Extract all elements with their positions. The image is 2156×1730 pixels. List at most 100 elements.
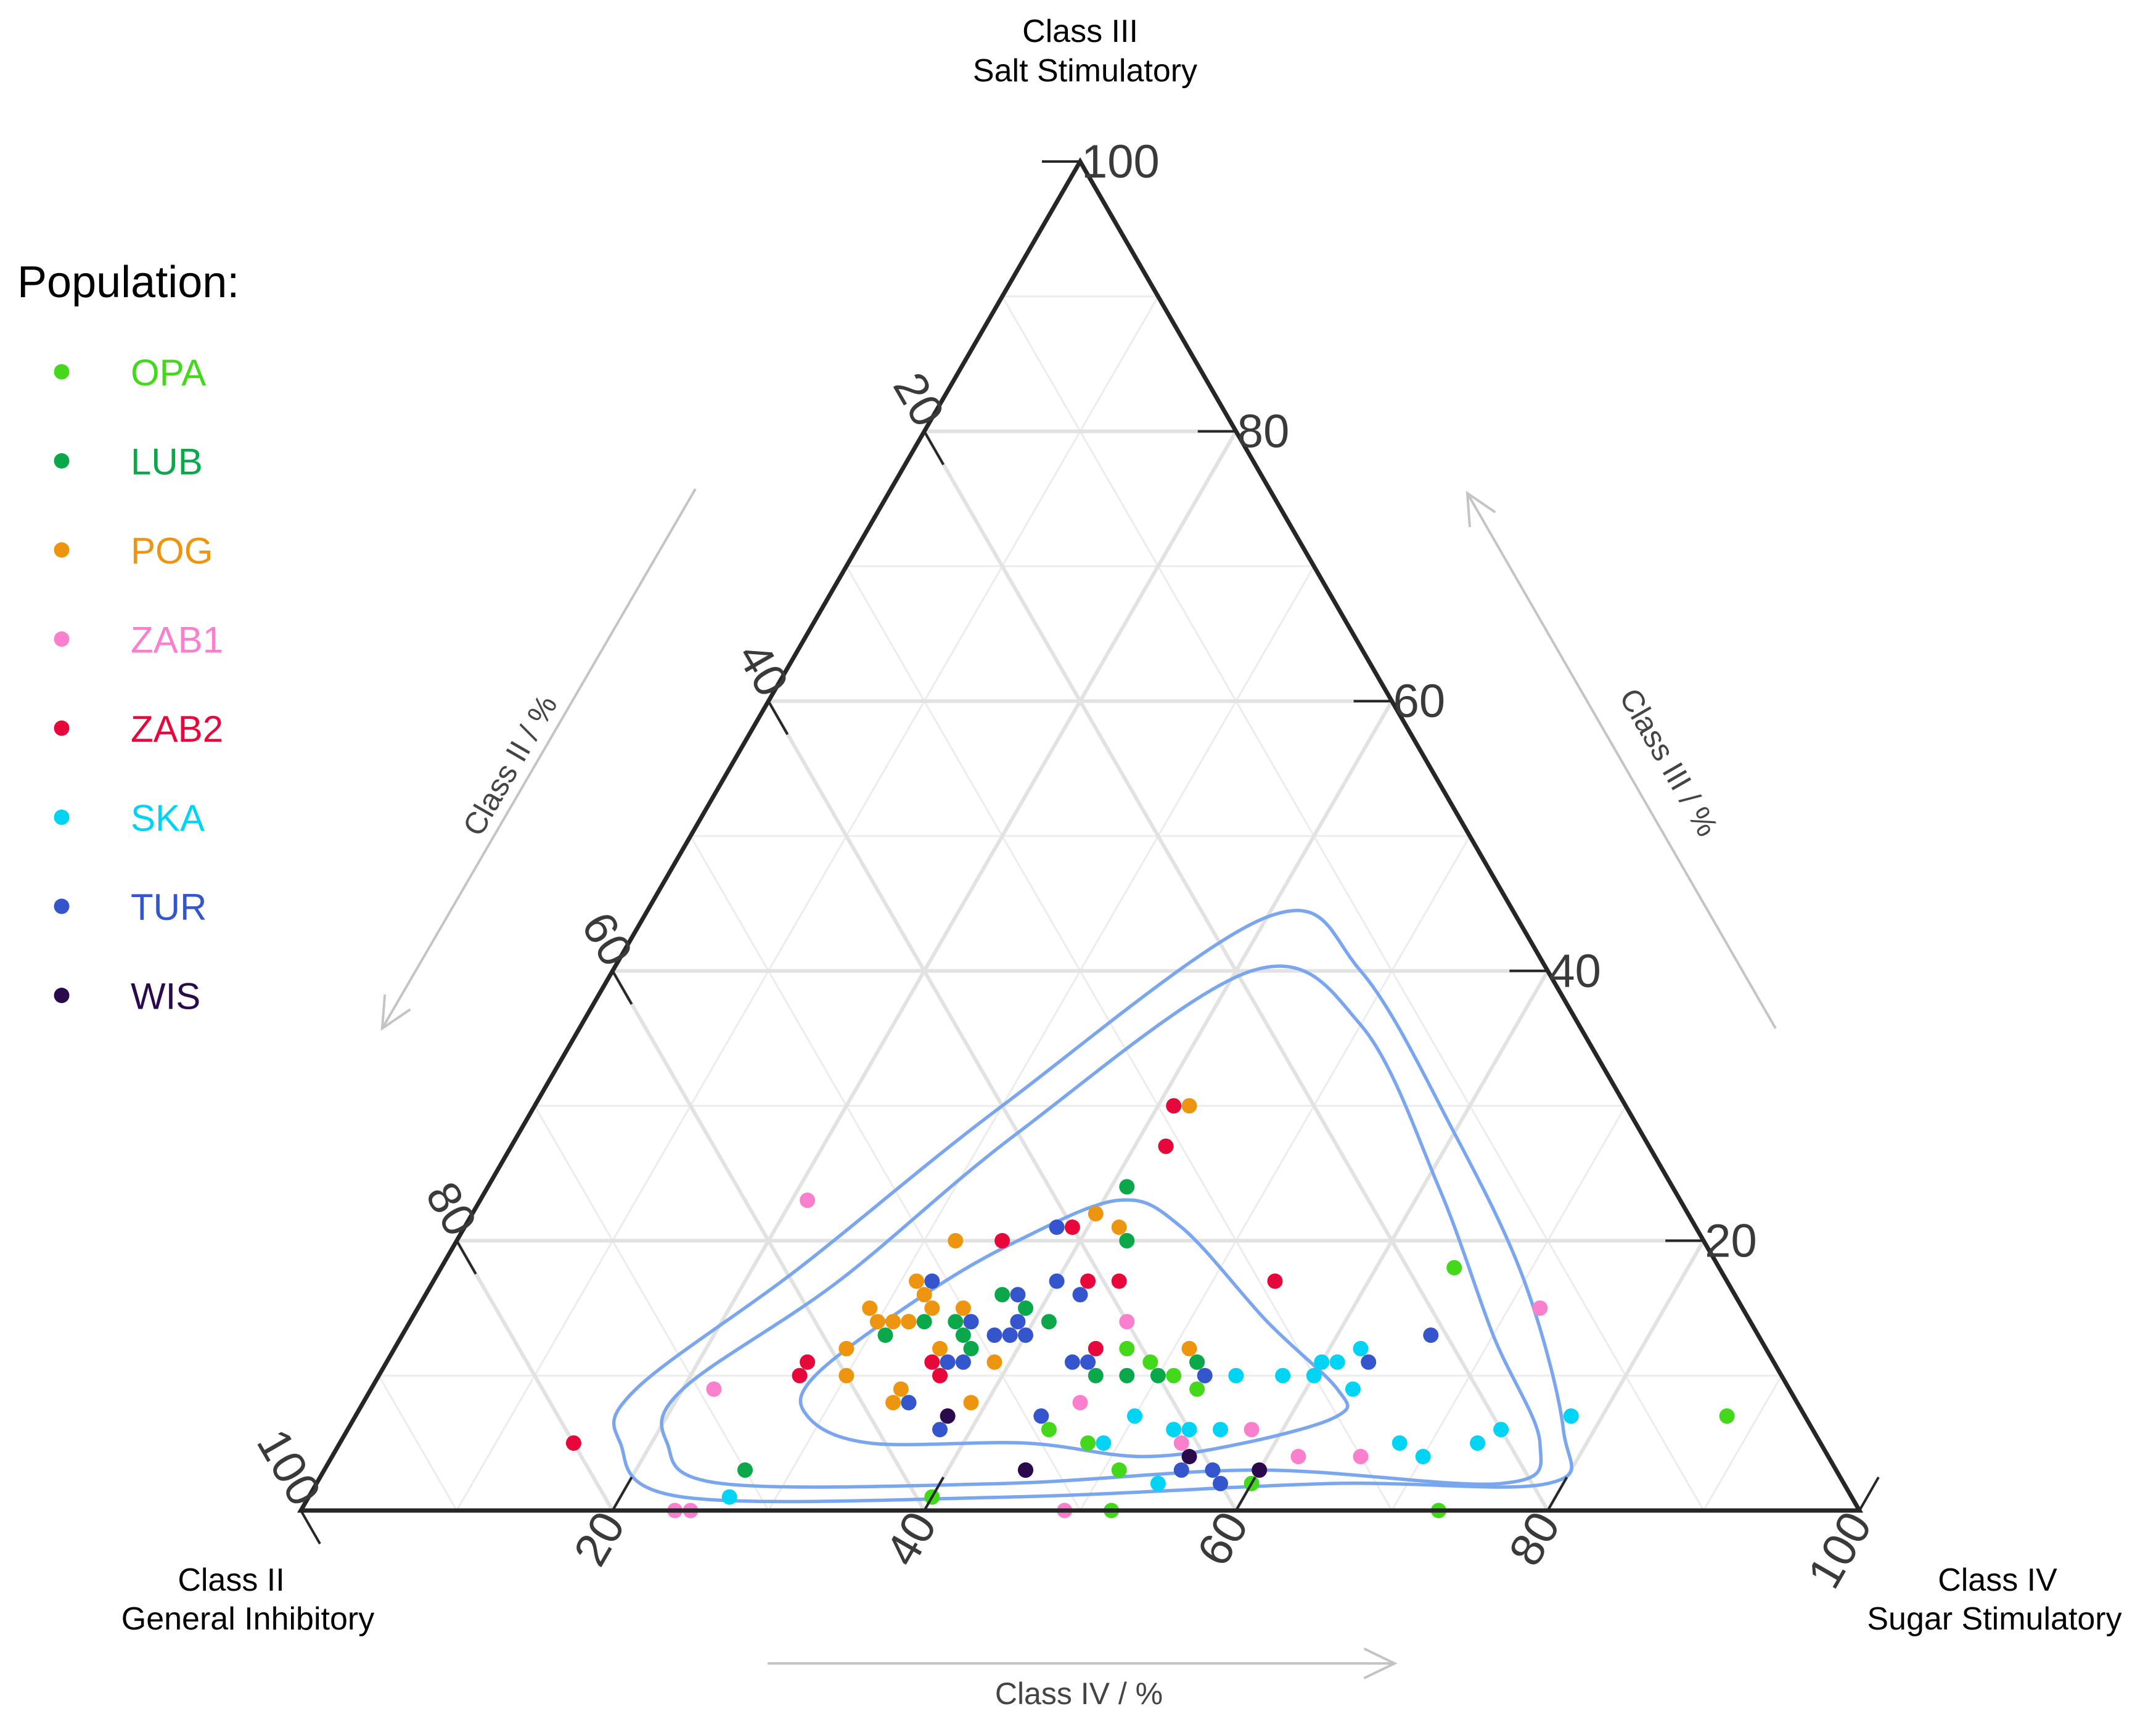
arrow-left-head (380, 994, 411, 1031)
vertex-left-label-line1: Class II (178, 1562, 284, 1598)
point-ska-19 (721, 1489, 737, 1505)
point-zab2-9 (1088, 1340, 1104, 1356)
point-ska-1 (1353, 1340, 1369, 1356)
arrow-right-shaft (1466, 493, 1777, 1029)
gridline-class2-50 (689, 835, 1081, 1511)
point-pog-7 (862, 1300, 878, 1316)
point-ska-15 (1493, 1422, 1509, 1438)
point-zab2-11 (800, 1354, 816, 1370)
point-zab1-7 (1290, 1449, 1306, 1464)
point-lub-2 (1119, 1232, 1135, 1248)
tick-bottom-20 (611, 1477, 633, 1511)
point-tur-1 (924, 1273, 940, 1289)
point-pog-11 (869, 1314, 885, 1330)
gridline-class4-90 (1702, 1375, 1782, 1511)
point-zab1-8 (1353, 1449, 1369, 1464)
axis-title-right: Class III / % (1613, 683, 1725, 842)
tick-label-class4-100: 100 (1798, 1503, 1882, 1597)
point-lub-5 (916, 1314, 932, 1330)
major-gridlines (455, 429, 1705, 1512)
point-tur-19 (1361, 1354, 1377, 1370)
tick-label-class2-80: 80 (416, 1173, 487, 1245)
gridline-class2-80 (455, 1239, 615, 1512)
gridline-class4-10 (456, 296, 1159, 1511)
point-lub-11 (1088, 1367, 1104, 1384)
tick-label-class4-20: 20 (564, 1503, 635, 1575)
point-tur-12 (940, 1354, 956, 1370)
point-zab2-15 (1111, 1273, 1127, 1289)
point-zab2-5 (1267, 1273, 1283, 1289)
point-opa-4 (1119, 1340, 1135, 1356)
point-pog-24 (1181, 1340, 1197, 1356)
tick-left-40 (767, 700, 789, 736)
contour-2 (660, 964, 1543, 1489)
point-zab1-1 (800, 1192, 816, 1208)
point-pog-21 (885, 1395, 901, 1411)
point-ska-7 (1228, 1367, 1244, 1384)
point-tur-4 (1010, 1287, 1026, 1303)
legend-label-opa: OPA (131, 352, 206, 393)
point-zab2-14 (565, 1435, 581, 1451)
point-tur-18 (1197, 1367, 1213, 1384)
point-pog-13 (885, 1314, 901, 1330)
point-pog-1 (1181, 1098, 1197, 1114)
arrow-bottom-head (1363, 1647, 1398, 1679)
point-lub-7 (955, 1327, 971, 1343)
legend-dot-ska (54, 810, 70, 825)
gridline-class2-30 (845, 565, 1393, 1511)
point-zab2-12 (792, 1367, 808, 1384)
data-points (565, 1098, 1735, 1519)
point-wis-3 (1018, 1462, 1033, 1478)
triangle-frame (297, 157, 1864, 1513)
point-ska-17 (1415, 1449, 1431, 1464)
point-tur-14 (1080, 1354, 1096, 1370)
vertex-right-label-line1: Class IV (1938, 1562, 2057, 1598)
point-pog-22 (986, 1354, 1002, 1370)
arrow-right-head (1465, 491, 1496, 528)
tick-label-class4-60: 60 (1187, 1503, 1259, 1575)
point-lub-3 (994, 1287, 1010, 1303)
contour-1 (612, 909, 1573, 1504)
density-contours (612, 909, 1573, 1504)
point-lub-9 (1041, 1314, 1057, 1330)
point-lub-6 (948, 1314, 964, 1330)
tick-label-class3-40: 40 (1549, 945, 1601, 998)
tick-label-class3-20: 20 (1705, 1215, 1757, 1267)
axis-arrows (380, 488, 1777, 1679)
point-tur-2 (1049, 1220, 1065, 1235)
point-pog-6 (909, 1273, 925, 1289)
tick-label-class2-100: 100 (247, 1420, 331, 1514)
tick-labels: 100 80 60 40 20 20 40 60 80 100 20 40 60 80 100 (247, 136, 1882, 1597)
point-ska-12 (1096, 1435, 1112, 1451)
point-ska-18 (1150, 1475, 1166, 1491)
point-zab1-3 (1119, 1314, 1135, 1330)
tick-label-class3-60: 60 (1393, 675, 1446, 728)
point-ska-11 (1166, 1422, 1182, 1438)
point-ska-9 (1181, 1422, 1197, 1438)
point-wis-1 (940, 1408, 956, 1424)
tick-label-class4-80: 80 (1499, 1503, 1570, 1575)
point-ska-3 (1314, 1354, 1330, 1370)
point-opa-11 (1111, 1462, 1127, 1478)
tick-left-80 (456, 1240, 477, 1275)
point-tur-11 (955, 1354, 971, 1370)
point-ska-5 (1275, 1367, 1291, 1384)
legend-dot-zab1 (54, 631, 70, 647)
point-opa-1 (1446, 1260, 1462, 1276)
point-zab2-3 (1064, 1220, 1080, 1235)
legend: Population: OPA LUB POG ZAB1 ZAB2 SKA TUR WIS (17, 258, 239, 1017)
legend-title: Population: (17, 258, 239, 307)
point-zab1-9 (1173, 1435, 1189, 1451)
point-ska-4 (1345, 1381, 1361, 1397)
point-tur-13 (1064, 1354, 1080, 1370)
point-pog-3 (1088, 1206, 1104, 1222)
point-tur-5 (1049, 1273, 1065, 1289)
point-tur-8 (1010, 1314, 1026, 1330)
axis-title-bottom: Class IV / % (995, 1676, 1163, 1711)
legend-label-lub: LUB (131, 441, 203, 483)
arrow-left-shaft (381, 488, 697, 1030)
point-ska-2 (1329, 1354, 1345, 1370)
point-opa-8 (1189, 1381, 1205, 1397)
point-opa-5 (1142, 1354, 1158, 1370)
minor-gridlines (378, 295, 1782, 1511)
